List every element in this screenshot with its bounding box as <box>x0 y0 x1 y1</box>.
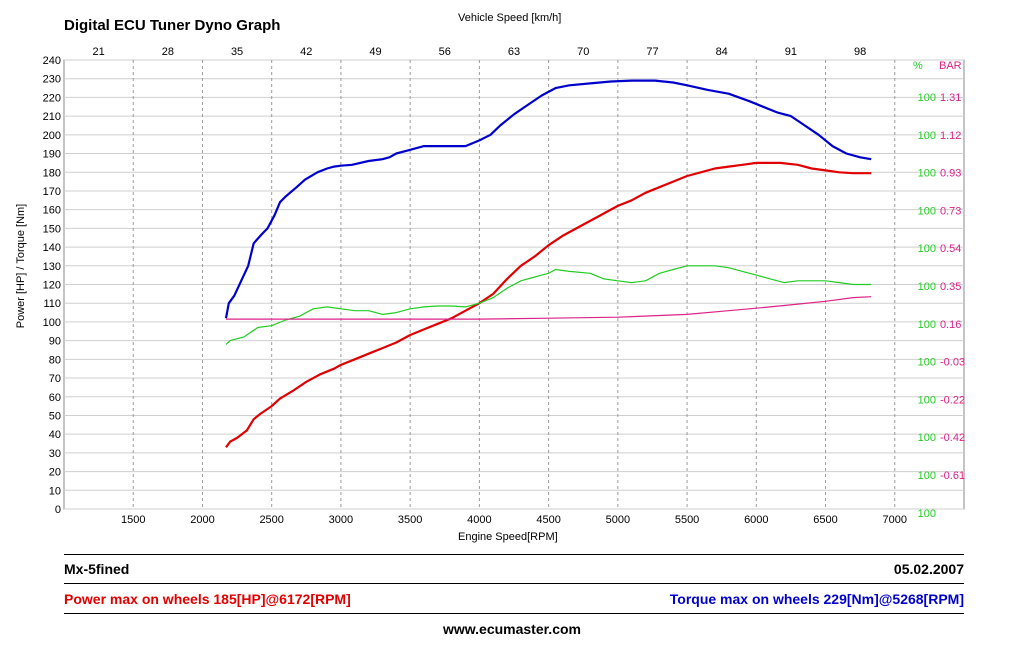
y-tick-label: 50 <box>49 410 61 422</box>
top-tick-label: 91 <box>785 46 797 58</box>
pct-tick-label: 100 <box>918 281 936 293</box>
y-tick-label: 150 <box>43 223 61 235</box>
y-tick-label: 130 <box>43 261 61 273</box>
x-tick-label: 3000 <box>329 514 353 526</box>
pct-unit-label: % <box>913 60 923 72</box>
y-tick-label: 40 <box>49 429 61 441</box>
y-tick-label: 160 <box>43 205 61 217</box>
y-tick-label: 70 <box>49 373 61 385</box>
top-tick-label: 98 <box>854 46 866 58</box>
bar-unit-label: BAR <box>939 60 962 72</box>
pct-line <box>225 265 872 345</box>
top-tick-label: 56 <box>439 46 451 58</box>
x-tick-label: 3500 <box>398 514 422 526</box>
torque-line <box>224 79 872 319</box>
y-tick-label: 120 <box>43 280 61 292</box>
bar-tick-label: 0.35 <box>940 281 961 293</box>
power-max-summary: Power max on wheels 185[HP]@6172[RPM] <box>64 591 351 607</box>
car-name: Mx-5fined <box>64 561 130 577</box>
y-tick-label: 140 <box>43 242 61 254</box>
x-tick-label: 7000 <box>883 514 907 526</box>
bar-tick-label: -0.42 <box>940 432 965 444</box>
y-tick-label: 210 <box>43 111 61 123</box>
y-tick-label: 0 <box>55 504 61 516</box>
y-tick-label: 100 <box>43 317 61 329</box>
pct-tick-label: 100 <box>918 357 936 369</box>
y-tick-label: 20 <box>49 467 61 479</box>
pct-tick-label: 100 <box>918 394 936 406</box>
y-tick-label: 240 <box>43 55 61 67</box>
top-tick-label: 28 <box>162 46 174 58</box>
pct-tick-label: 100 <box>918 470 936 482</box>
pct-tick-label: 100 <box>918 130 936 142</box>
y-tick-label: 220 <box>43 92 61 104</box>
y-tick-label: 180 <box>43 167 61 179</box>
y-tick-label: 110 <box>43 298 61 310</box>
footer-divider-top <box>64 554 964 555</box>
pct-tick-label: 100 <box>918 243 936 255</box>
pct-tick-label: 100 <box>918 508 936 520</box>
power-line <box>225 161 872 448</box>
top-tick-label: 35 <box>231 46 243 58</box>
x-tick-label: 6000 <box>744 514 768 526</box>
chart-title: Digital ECU Tuner Dyno Graph <box>64 17 281 34</box>
y-tick-label: 230 <box>43 74 61 86</box>
y-tick-label: 10 <box>49 485 61 497</box>
bar-tick-label: 1.12 <box>940 130 961 142</box>
x-tick-label: 1500 <box>121 514 145 526</box>
bar-tick-label: 0.16 <box>940 319 961 331</box>
top-tick-label: 70 <box>577 46 589 58</box>
x-axis-title: Engine Speed[RPM] <box>458 531 558 543</box>
y-tick-label: 30 <box>49 448 61 460</box>
top-tick-label: 21 <box>92 46 104 58</box>
bar-tick-label: 0.73 <box>940 205 961 217</box>
x-tick-label: 2500 <box>259 514 283 526</box>
x-tick-label: 4500 <box>536 514 560 526</box>
bar-tick-label: -0.22 <box>940 394 965 406</box>
bar-line <box>226 296 872 320</box>
footer-divider-middle <box>64 583 964 584</box>
y-tick-label: 190 <box>43 149 61 161</box>
top-tick-label: 77 <box>646 46 658 58</box>
grid <box>64 59 964 510</box>
y-tick-label: 60 <box>49 392 61 404</box>
x-tick-label: 2000 <box>190 514 214 526</box>
x-tick-label: 5000 <box>606 514 630 526</box>
x-tick-label: 5500 <box>675 514 699 526</box>
footer-divider-bottom <box>64 613 964 614</box>
top-axis-title: Vehicle Speed [km/h] <box>458 12 562 24</box>
website-link: www.ecumaster.com <box>443 621 581 637</box>
y-tick-label: 170 <box>43 186 61 198</box>
bar-tick-label: 0.54 <box>940 243 961 255</box>
bar-tick-label: 0.93 <box>940 168 961 180</box>
y-tick-label: 90 <box>49 336 61 348</box>
y-tick-label: 200 <box>43 130 61 142</box>
series-lines <box>224 79 872 448</box>
pct-tick-label: 100 <box>918 168 936 180</box>
bar-tick-label: -0.03 <box>940 357 965 369</box>
top-tick-label: 49 <box>369 46 381 58</box>
bar-tick-label: 1.31 <box>940 92 961 104</box>
top-tick-label: 84 <box>716 46 728 58</box>
pct-tick-label: 100 <box>918 92 936 104</box>
axis-labels: 0 10 20 30 40 50 60 70 80 90 100 110 120 130 140 150 160… <box>43 46 965 526</box>
x-tick-label: 4000 <box>467 514 491 526</box>
torque-max-summary: Torque max on wheels 229[Nm]@5268[RPM] <box>669 591 964 607</box>
bar-tick-label: -0.61 <box>940 470 965 482</box>
top-tick-label: 63 <box>508 46 520 58</box>
x-tick-label: 6500 <box>813 514 837 526</box>
pct-tick-label: 100 <box>918 205 936 217</box>
top-tick-label: 42 <box>300 46 312 58</box>
test-date: 05.02.2007 <box>893 561 964 577</box>
pct-tick-label: 100 <box>918 319 936 331</box>
pct-tick-label: 100 <box>918 432 936 444</box>
y-tick-label: 80 <box>49 354 61 366</box>
